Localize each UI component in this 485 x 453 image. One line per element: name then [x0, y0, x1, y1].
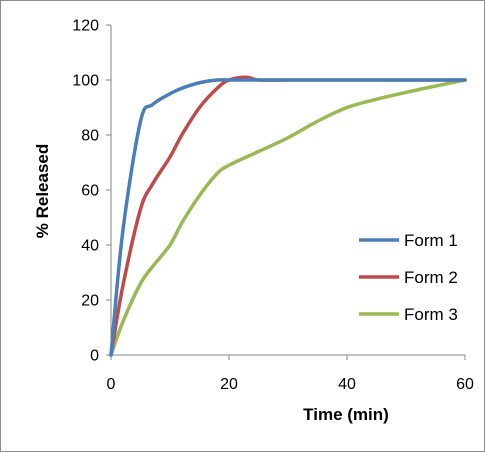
legend-label-form-1: Form 1	[404, 231, 458, 250]
legend-label-form-2: Form 2	[404, 268, 458, 287]
x-tick-label: 40	[338, 376, 356, 393]
series-line-form-3	[109, 78, 467, 357]
x-tick-label: 60	[456, 376, 474, 393]
legend: Form 1 Form 2 Form 3	[359, 231, 458, 324]
series-layer	[109, 75, 467, 357]
x-tick-label: 0	[107, 376, 116, 393]
y-axis-title: % Released	[33, 144, 52, 239]
series-line-form-1	[109, 78, 467, 357]
y-tick-label: 0	[90, 348, 99, 365]
y-tick-label: 100	[72, 73, 99, 90]
y-tick-label: 80	[81, 128, 99, 145]
y-tick-label: 40	[81, 238, 99, 255]
x-tick-label: 20	[220, 376, 238, 393]
legend-label-form-3: Form 3	[404, 305, 458, 324]
y-tick-label: 120	[72, 18, 99, 35]
y-tick-label: 60	[81, 183, 99, 200]
x-axis-title: Time (min)	[303, 405, 389, 424]
axes: 0 20 40 60 80 100 120 0 20 40 60	[72, 18, 474, 394]
y-tick-label: 20	[81, 293, 99, 310]
